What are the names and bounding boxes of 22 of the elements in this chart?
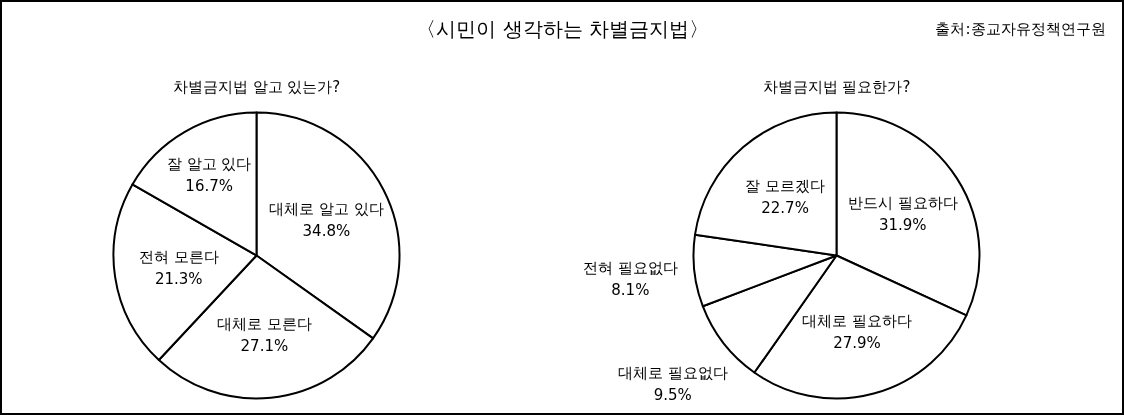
source-note: 출처:종교자유정책연구원 <box>935 19 1106 38</box>
slice-label: 대체로 알고 있다 <box>269 200 384 219</box>
slice-label: 대체로 필요없다 <box>617 363 728 382</box>
text: 〈시민이 생각하는 차별금지법〉 <box>416 16 709 41</box>
data-label: 21.3% <box>154 270 203 289</box>
data-label: 31.9% <box>878 216 927 235</box>
slice-label: 대체로 필요하다 <box>802 312 912 331</box>
chart-title: 차별금지법 필요한가? <box>762 77 911 96</box>
chart-title: 차별금지법 알고 있는가? <box>172 77 341 96</box>
data-label: 22.7% <box>761 198 809 217</box>
slice-label: 대체로 모른다 <box>217 314 312 333</box>
slice-label: 반드시 필요하다 <box>847 194 958 213</box>
data-label: 27.9% <box>833 334 881 353</box>
data-label: 8.1% <box>611 280 650 299</box>
data-label: 27.1% <box>240 336 289 355</box>
slice-label: 전혀 필요없다 <box>582 258 678 277</box>
data-label: 16.7% <box>185 176 234 195</box>
slice-label: 전혀 모른다 <box>138 248 219 267</box>
data-label: 34.8% <box>302 222 351 241</box>
slice-label: 잘 알고 있다 <box>166 154 252 173</box>
data-label: 9.5% <box>653 385 692 404</box>
slice-label: 잘 모르겠다 <box>745 176 825 195</box>
